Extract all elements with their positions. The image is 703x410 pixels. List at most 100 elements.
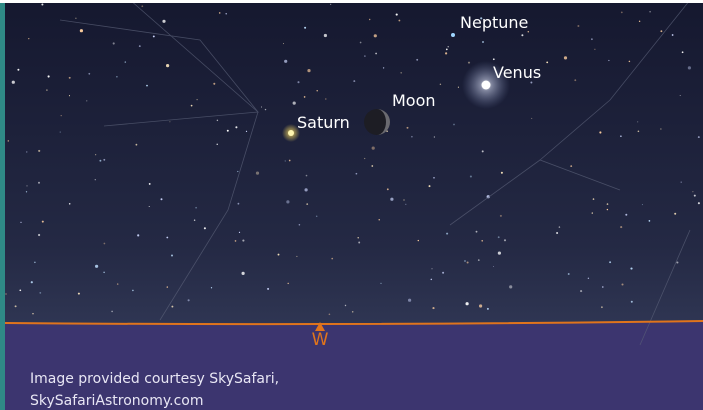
star — [113, 42, 115, 44]
star — [166, 237, 168, 239]
star — [261, 106, 262, 107]
star — [371, 165, 373, 167]
star — [607, 203, 609, 205]
star — [132, 290, 134, 292]
star — [153, 35, 155, 37]
star — [608, 60, 609, 61]
star — [588, 278, 589, 279]
star — [267, 288, 269, 290]
object-label: Moon — [392, 91, 436, 110]
star — [442, 272, 444, 274]
object-label: Neptune — [460, 13, 528, 32]
star — [375, 53, 377, 55]
star — [453, 124, 455, 126]
star — [304, 27, 306, 29]
star — [601, 306, 603, 308]
venus[interactable] — [482, 81, 491, 90]
star — [146, 85, 148, 87]
star — [353, 80, 355, 82]
star — [479, 304, 482, 307]
star — [625, 214, 627, 216]
star — [504, 239, 506, 241]
star — [531, 118, 532, 119]
star — [237, 171, 238, 172]
star — [219, 12, 221, 14]
star — [211, 287, 212, 288]
star — [137, 234, 139, 236]
star — [188, 299, 190, 301]
star — [440, 84, 441, 85]
star — [398, 20, 400, 22]
star — [446, 49, 448, 51]
star — [501, 172, 503, 174]
star — [5, 293, 6, 294]
star — [674, 213, 676, 215]
star — [364, 158, 365, 159]
star — [433, 177, 435, 179]
star — [672, 34, 674, 36]
star — [357, 237, 358, 238]
star — [265, 109, 266, 110]
star — [446, 233, 448, 235]
top-border — [0, 0, 703, 3]
star — [239, 232, 240, 233]
star — [380, 283, 381, 284]
star — [468, 62, 470, 64]
star — [38, 150, 40, 152]
star — [61, 115, 62, 116]
star — [599, 131, 601, 133]
star — [15, 305, 17, 307]
star — [149, 183, 151, 185]
star — [284, 60, 287, 63]
object-label: Venus — [493, 63, 541, 82]
neptune[interactable] — [451, 33, 455, 37]
star — [592, 212, 593, 213]
star — [467, 261, 469, 263]
star — [32, 313, 33, 314]
object-label: Saturn — [297, 113, 350, 132]
star — [649, 220, 651, 222]
star — [38, 234, 40, 236]
star — [482, 150, 484, 152]
star — [621, 283, 623, 285]
star — [141, 5, 143, 7]
star — [638, 130, 640, 132]
star — [69, 95, 70, 96]
star — [509, 285, 512, 288]
star — [379, 219, 380, 220]
star — [570, 165, 572, 167]
star — [698, 202, 700, 204]
star — [432, 307, 434, 309]
star — [680, 95, 681, 96]
star — [400, 72, 402, 74]
star — [416, 59, 418, 61]
star — [324, 34, 327, 37]
star — [69, 203, 71, 205]
star — [408, 299, 411, 302]
star — [487, 308, 489, 310]
star — [26, 151, 27, 152]
star — [304, 96, 306, 98]
star — [169, 121, 170, 122]
star — [387, 188, 389, 190]
star — [407, 127, 409, 129]
star — [39, 292, 41, 294]
star — [390, 198, 393, 201]
star — [329, 313, 331, 315]
star — [411, 136, 413, 138]
star — [246, 131, 247, 132]
star — [478, 259, 480, 261]
credit-text: Image provided courtesy SkySafari, — [30, 371, 279, 387]
saturn[interactable] — [288, 130, 294, 136]
star — [95, 154, 96, 155]
star — [316, 215, 318, 217]
star — [287, 283, 288, 284]
star — [196, 99, 197, 100]
star — [256, 172, 259, 175]
star — [278, 254, 280, 256]
star — [602, 286, 604, 288]
star — [660, 30, 662, 32]
star — [99, 160, 101, 162]
star — [213, 83, 215, 85]
star — [46, 89, 48, 91]
